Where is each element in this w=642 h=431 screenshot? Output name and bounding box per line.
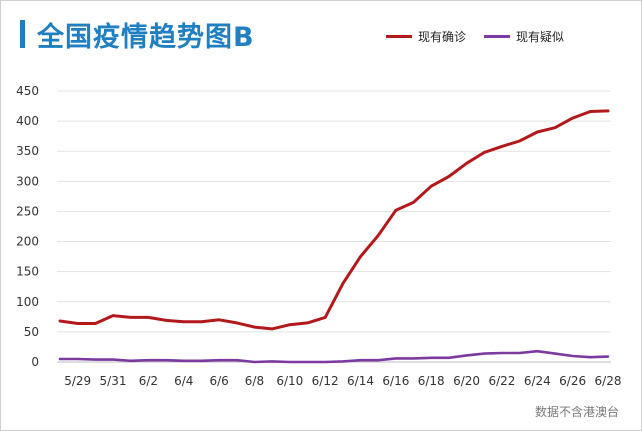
y-tick-label: 0 [31,355,39,369]
series-line-suspected [58,349,610,364]
y-tick-label: 400 [16,114,39,128]
title-accent-bar [20,20,25,48]
legend-swatch-confirmed [386,35,412,38]
x-tick-label: 6/24 [524,374,551,388]
x-tick-label: 6/4 [174,374,193,388]
x-tick-label: 6/22 [488,374,515,388]
series-line-confirmed [58,109,610,331]
x-tick-label: 6/20 [453,374,480,388]
y-tick-label: 350 [16,144,39,158]
x-tick-label: 6/28 [595,374,622,388]
y-tick-label: 200 [16,235,39,249]
x-tick-label: 6/2 [139,374,158,388]
legend-label-confirmed: 现有确诊 [418,30,467,44]
chart-title: 全国疫情趋势图B [37,22,255,53]
x-tick-label: 6/16 [382,374,409,388]
x-tick-label: 6/14 [347,374,374,388]
legend-item-confirmed: 现有确诊 [386,28,466,45]
legend-swatch-suspected [484,35,511,38]
x-tick-label: 6/26 [559,374,586,388]
y-tick-label: 100 [16,295,39,309]
x-tick-label: 5/31 [100,374,127,388]
x-tick-label: 6/8 [245,374,264,388]
y-tick-label: 250 [16,204,39,218]
x-tick-label: 6/6 [209,374,228,388]
x-tick-label: 6/12 [312,374,339,388]
y-tick-label: 450 [16,84,39,98]
chart-legend: 现有确诊 现有疑似 [386,28,564,45]
y-tick-label: 50 [24,325,39,339]
y-tick-label: 150 [16,265,39,279]
legend-label-suspected: 现有疑似 [516,30,565,44]
source-note: 数据不含港澳台 [534,405,619,419]
legend-item-suspected: 现有疑似 [484,28,564,45]
x-tick-label: 5/29 [64,374,91,388]
y-tick-label: 300 [16,174,39,188]
x-tick-label: 6/10 [276,374,303,388]
x-tick-label: 6/18 [418,374,445,388]
